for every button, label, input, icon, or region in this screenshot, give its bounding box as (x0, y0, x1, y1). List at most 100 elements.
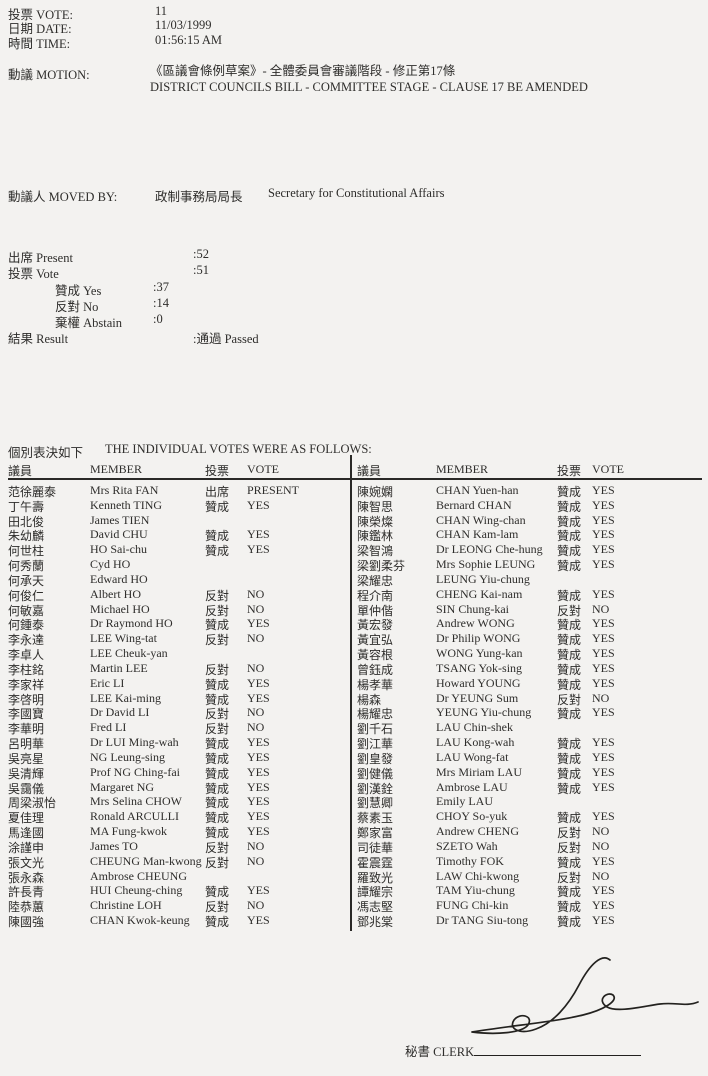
member-name-chinese: 黃宏發 (357, 618, 394, 633)
vote-chinese: 贊成 (557, 751, 582, 766)
vote-chinese: 反對 (557, 692, 582, 707)
table-row: 劉千石 LAU Chin-shek (357, 720, 702, 736)
vote-chinese: 贊成 (205, 811, 230, 826)
vote-chinese: 反對 (557, 603, 582, 618)
member-name-chinese: 劉慧卿 (357, 796, 394, 811)
member-name-english: HUI Cheung-ching (90, 883, 183, 898)
table-row: 蔡素玉 CHOY So-yuk 贊成 YES (357, 809, 702, 826)
member-name-chinese: 陳智思 (357, 499, 394, 514)
vote-summary-block: 出席 Present :52 投票 Vote :51 贊成 Yes :37 反對… (8, 247, 408, 347)
votes-table-right: 議員 MEMBER 投票 VOTE 陳婉嫻 CHAN Yuen-han 贊成 YES 陳… (357, 462, 702, 929)
vote-english: YES (592, 675, 615, 690)
vote-chinese: 贊成 (205, 529, 230, 544)
vote-chinese: 出席 (205, 485, 230, 499)
vote-english: YES (247, 616, 270, 631)
member-name-english: LEE Kai-ming (90, 690, 161, 705)
member-name-chinese: 鄧兆棠 (357, 915, 394, 930)
member-name-chinese: 張文光 (8, 855, 45, 870)
member-name-english: Ambrose LAU (436, 779, 508, 794)
vote-english: YES (592, 631, 615, 646)
vote-chinese: 贊成 (557, 781, 582, 796)
vote-english: YES (247, 527, 270, 542)
member-name-chinese: 吳亮星 (8, 751, 45, 766)
table-row: 霍震霆 Timothy FOK 贊成 YES (357, 854, 702, 870)
present-value: :52 (193, 247, 209, 261)
vote-chinese: 贊成 (557, 662, 582, 677)
vote-chinese: 贊成 (205, 692, 230, 707)
vote-chinese: 贊成 (557, 633, 582, 648)
member-name-chinese: 程介南 (357, 588, 394, 603)
table-row: 何世柱 HO Sai-chu 贊成 YES (8, 542, 342, 558)
vote-chinese: 反對 (205, 840, 230, 855)
member-name-chinese: 李家祥 (8, 677, 45, 692)
table-row: 馮志堅 FUNG Chi-kin 贊成 YES (357, 898, 702, 914)
member-name-english: Fred LI (90, 720, 127, 735)
table-row: 羅致光 LAW Chi-kwong 反對 NO (357, 868, 702, 885)
member-name-english: TSANG Yok-sing (436, 660, 523, 675)
member-name-chinese: 李卓人 (8, 648, 45, 663)
header-member-cn: 議員 (357, 464, 382, 478)
vote-english: NO (247, 898, 265, 913)
member-name-chinese: 劉江華 (357, 737, 394, 752)
member-name-chinese: 單仲偕 (357, 603, 394, 618)
member-name-english: CHEUNG Man-kwong (90, 853, 202, 868)
vote-count-row: 投票 Vote :51 (8, 263, 408, 281)
vote-number-label: 投票 VOTE: (8, 8, 73, 22)
member-name-english: Mrs Rita FAN (90, 483, 159, 497)
member-name-english: Howard YOUNG (436, 675, 521, 690)
member-name-english: LEE Wing-tat (90, 631, 157, 646)
table-header-rule (8, 478, 702, 480)
vote-english: YES (247, 883, 270, 898)
member-name-english: Andrew WONG (436, 616, 515, 631)
vote-chinese: 贊成 (205, 915, 230, 930)
vote-chinese: 反對 (557, 840, 582, 855)
member-name-chinese: 梁劉柔芬 (357, 559, 406, 574)
member-name-chinese: 曾鈺成 (357, 662, 394, 677)
vote-english: PRESENT (247, 483, 300, 497)
table-row: 陳榮燦 CHAN Wing-chan 贊成 YES (357, 513, 702, 529)
vote-info-block: 投票 VOTE: 11 日期 DATE: 11/03/1999 時間 TIME:… (8, 4, 698, 51)
vote-chinese: 反對 (205, 588, 230, 603)
table-row: 陸恭蕙 Christine LOH 反對 NO (8, 898, 342, 915)
vote-chinese: 贊成 (205, 618, 230, 633)
member-name-english: LEE Cheuk-yan (90, 646, 168, 661)
no-value: :14 (153, 295, 169, 310)
table-row: 周梁淑怡 Mrs Selina CHOW 贊成 YES (8, 794, 342, 810)
vote-english: NO (247, 720, 265, 735)
member-name-chinese: 梁耀忠 (357, 573, 394, 588)
clerk-label: 秘書 CLERK (405, 1045, 475, 1059)
vote-english: YES (592, 779, 615, 794)
member-name-english: David CHU (90, 527, 148, 542)
clerk-line: 秘書 CLERK (405, 1041, 642, 1060)
member-name-chinese: 陸恭蕙 (8, 900, 45, 915)
table-row: 陳婉嫻 CHAN Yuen-han 贊成 YES (357, 483, 702, 499)
member-name-chinese: 蔡素玉 (357, 811, 394, 826)
vote-chinese: 贊成 (557, 885, 582, 900)
vote-chinese: 贊成 (205, 751, 230, 766)
vote-english: NO (247, 838, 265, 853)
no-label: 反對 No (55, 299, 99, 314)
vote-english: YES (592, 913, 615, 928)
table-row: 楊孝華 Howard YOUNG 贊成 YES (357, 675, 702, 692)
member-name-chinese: 許長青 (8, 885, 45, 900)
member-name-english: Martin LEE (90, 660, 148, 675)
member-name-chinese: 陳國強 (8, 915, 45, 930)
member-name-chinese: 陳榮燦 (357, 514, 394, 529)
present-label: 出席 Present (8, 251, 73, 265)
moved-by-english: Secretary for Constitutional Affairs (268, 186, 445, 200)
member-name-chinese: 何鍾泰 (8, 618, 45, 633)
vote-english: NO (247, 660, 265, 675)
member-name-chinese: 朱幼麟 (8, 529, 45, 544)
result-label: 結果 Result (8, 332, 69, 347)
vote-english: NO (592, 601, 610, 616)
time-value: 01:56:15 AM (155, 32, 223, 47)
yes-row: 贊成 Yes :37 (8, 280, 408, 298)
member-name-english: Mrs Sophie LEUNG (436, 557, 536, 572)
vote-english: NO (592, 868, 610, 883)
vote-chinese: 反對 (557, 826, 582, 841)
vote-english: YES (592, 646, 615, 661)
table-row: 李啓明 LEE Kai-ming 贊成 YES (8, 690, 342, 707)
vote-english: YES (592, 586, 615, 601)
table-row: 吳靄儀 Margaret NG 贊成 YES (8, 780, 342, 796)
member-name-english: Edward HO (90, 571, 148, 586)
